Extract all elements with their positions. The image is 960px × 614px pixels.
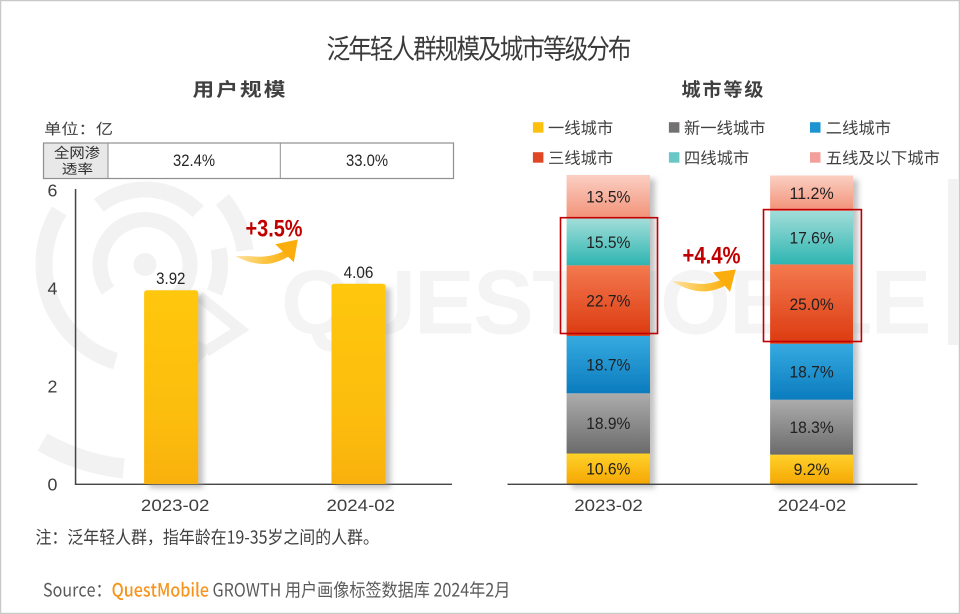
- svg-text:6: 6: [48, 180, 58, 200]
- svg-text:18.3%: 18.3%: [790, 419, 834, 437]
- svg-text:17.6%: 17.6%: [790, 229, 834, 247]
- svg-text:0: 0: [48, 474, 58, 494]
- svg-text:2023-02: 2023-02: [141, 497, 210, 515]
- svg-text:2023-02: 2023-02: [574, 497, 643, 515]
- svg-text:18.9%: 18.9%: [586, 415, 630, 433]
- svg-text:4.06: 4.06: [344, 264, 374, 282]
- svg-text:9.2%: 9.2%: [794, 461, 830, 479]
- svg-text:18.7%: 18.7%: [790, 364, 834, 382]
- svg-text:25.0%: 25.0%: [790, 296, 834, 314]
- svg-text:3.92: 3.92: [156, 270, 185, 288]
- svg-text:+3.5%: +3.5%: [246, 215, 303, 242]
- svg-text:15.5%: 15.5%: [586, 234, 630, 252]
- svg-text:2024-02: 2024-02: [327, 497, 396, 515]
- svg-text:10.6%: 10.6%: [586, 461, 630, 479]
- svg-text:32.4%: 32.4%: [173, 151, 215, 170]
- svg-text:2024-02: 2024-02: [778, 497, 847, 515]
- svg-text:33.0%: 33.0%: [346, 151, 388, 170]
- svg-text:22.7%: 22.7%: [586, 292, 630, 310]
- svg-text:11.2%: 11.2%: [790, 185, 834, 203]
- svg-text:4: 4: [48, 278, 58, 298]
- svg-text:18.7%: 18.7%: [586, 356, 630, 374]
- svg-text:2: 2: [48, 376, 58, 396]
- svg-text:13.5%: 13.5%: [586, 189, 630, 207]
- svg-text:+4.4%: +4.4%: [683, 242, 741, 269]
